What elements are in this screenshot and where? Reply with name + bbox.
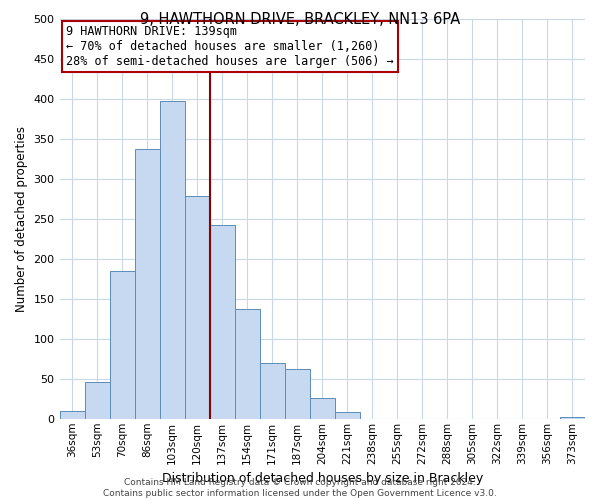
Bar [110, 271, 134, 419]
Text: Contains HM Land Registry data © Crown copyright and database right 2024.
Contai: Contains HM Land Registry data © Crown c… [103, 478, 497, 498]
Bar [185, 196, 209, 419]
Y-axis label: Number of detached properties: Number of detached properties [15, 126, 28, 312]
X-axis label: Distribution of detached houses by size in Brackley: Distribution of detached houses by size … [161, 472, 483, 485]
Bar [160, 100, 185, 419]
Bar [260, 363, 285, 419]
Bar [209, 226, 235, 419]
Bar [59, 411, 85, 419]
Bar [235, 309, 260, 419]
Bar [134, 148, 160, 419]
Bar [560, 417, 585, 419]
Bar [85, 382, 110, 419]
Text: 9, HAWTHORN DRIVE, BRACKLEY, NN13 6PA: 9, HAWTHORN DRIVE, BRACKLEY, NN13 6PA [140, 12, 460, 28]
Bar [335, 412, 360, 419]
Text: 9 HAWTHORN DRIVE: 139sqm
← 70% of detached houses are smaller (1,260)
28% of sem: 9 HAWTHORN DRIVE: 139sqm ← 70% of detach… [67, 25, 394, 68]
Bar [285, 369, 310, 419]
Bar [310, 398, 335, 419]
